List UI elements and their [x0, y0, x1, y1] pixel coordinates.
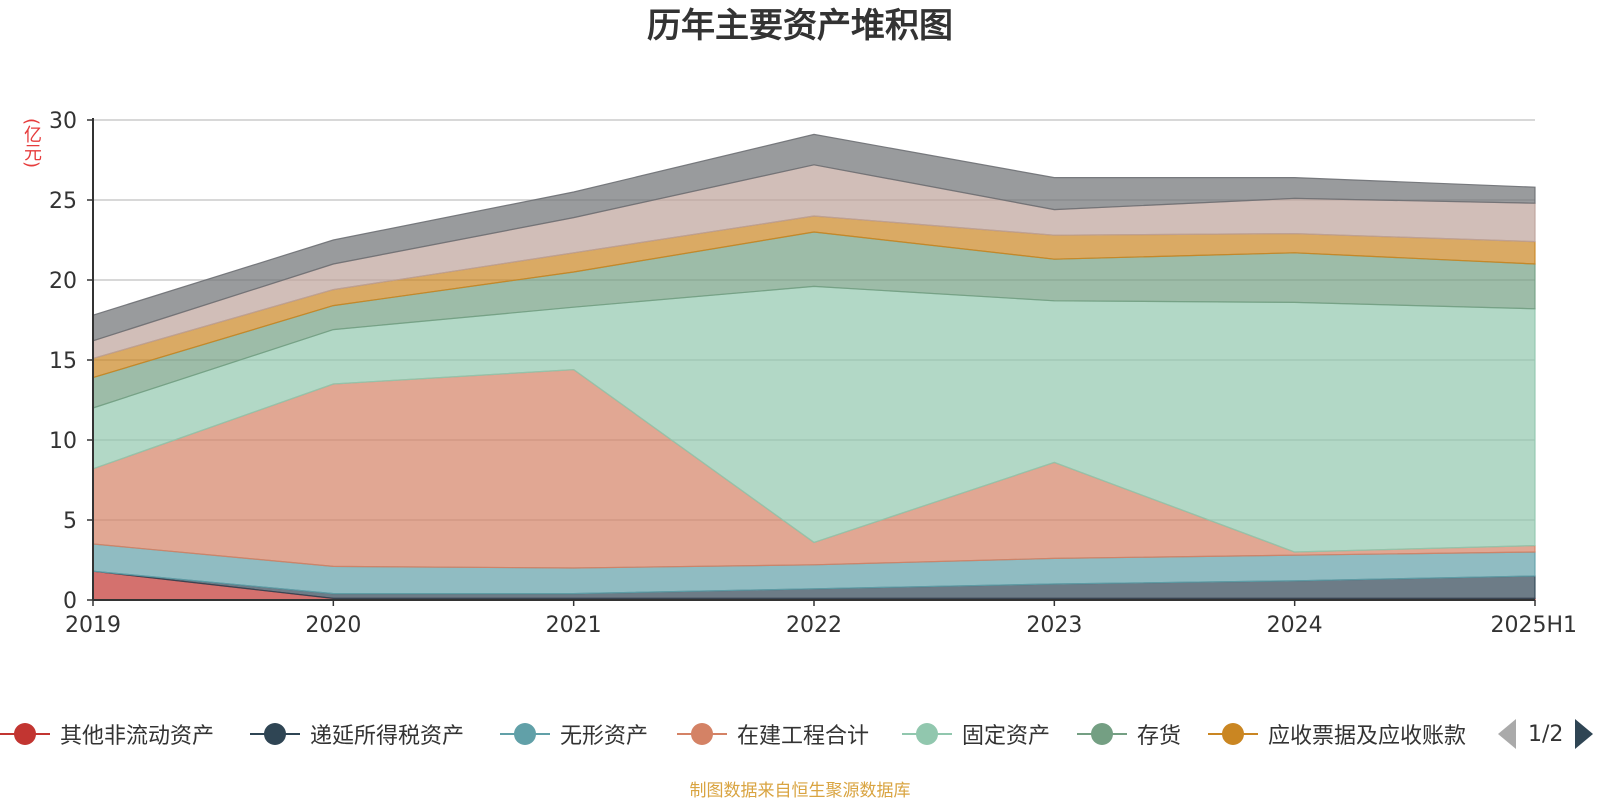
x-tick-label: 2019 [65, 613, 121, 638]
y-tick-label: 5 [63, 509, 77, 534]
x-tick-label: 2021 [546, 613, 602, 638]
legend-label: 存货 [1137, 724, 1182, 749]
legend-prev-page-icon[interactable] [1498, 719, 1516, 749]
y-tick-label: 15 [49, 349, 77, 374]
y-tick-label: 0 [63, 589, 77, 614]
legend-item[interactable]: 递延所得税资产 [250, 712, 464, 756]
legend-marker-icon [677, 712, 727, 756]
legend-label: 在建工程合计 [737, 724, 870, 749]
legend-marker-icon [0, 712, 50, 756]
chart-legend: 其他非流动资产 递延所得税资产 无形资产 在建工程合计 固定资产 存货 应收票据及应收账款 [0, 712, 1600, 756]
legend-marker-icon [500, 712, 550, 756]
y-tick-label: 25 [49, 189, 77, 214]
legend-item[interactable]: 存货 [1077, 712, 1181, 756]
legend-marker-icon [1208, 712, 1258, 756]
y-tick-label: 10 [49, 429, 77, 454]
legend-item[interactable]: 应收票据及应收账款 [1208, 712, 1466, 756]
data-source-note: 制图数据来自恒生聚源数据库 [689, 781, 911, 800]
legend-page-indicator: 1/2 [1528, 721, 1564, 747]
legend-label: 递延所得税资产 [310, 724, 465, 749]
x-tick-label: 2020 [305, 613, 361, 638]
legend-marker-icon [1077, 712, 1127, 756]
chart-plot-area: 0 5 10 15 20 25 30 2019 2020 2021 2022 2023 2024 2025… [49, 109, 1577, 638]
legend-label: 无形资产 [560, 724, 649, 749]
legend-label: 固定资产 [962, 724, 1051, 749]
area-series-layer [92, 133, 1536, 601]
legend-item[interactable]: 固定资产 [902, 712, 1050, 756]
legend-pager: 1/2 [1498, 712, 1594, 756]
legend-next-page-icon[interactable] [1575, 719, 1594, 749]
legend-marker-icon [902, 712, 952, 756]
y-tick-label: 20 [49, 269, 77, 294]
area-series [92, 133, 1536, 342]
legend-item[interactable]: 其他非流动资产 [0, 712, 214, 756]
y-tick-label: 30 [49, 109, 77, 134]
x-tick-label: 2025H1 [1490, 613, 1577, 638]
legend-marker-icon [250, 712, 300, 756]
y-axis-unit-label: (亿元) [21, 118, 42, 169]
x-tick-label: 2023 [1026, 613, 1082, 638]
axes: 0 5 10 15 20 25 30 2019 2020 2021 2022 2023 2024 2025… [49, 109, 1577, 638]
x-tick-label: 2024 [1267, 613, 1323, 638]
legend-item[interactable]: 无形资产 [500, 712, 648, 756]
legend-item[interactable]: 在建工程合计 [677, 712, 869, 756]
chart-title: 历年主要资产堆积图 [647, 6, 953, 46]
x-tick-label: 2022 [786, 613, 842, 638]
legend-label: 应收票据及应收账款 [1268, 724, 1467, 749]
legend-label: 其他非流动资产 [60, 724, 215, 749]
